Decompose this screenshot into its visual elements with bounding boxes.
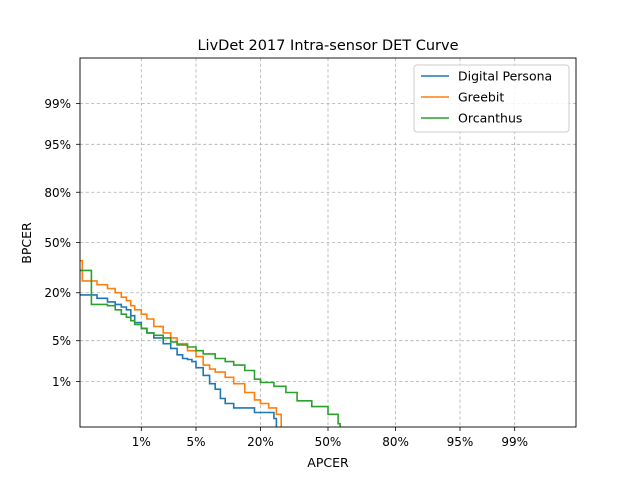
y-axis-label: BPCER	[19, 222, 34, 264]
legend-label-orcanthus: Orcanthus	[458, 111, 522, 126]
x-tick-label: 80%	[382, 435, 409, 449]
x-tick-label: 5%	[186, 435, 205, 449]
x-tick-label: 1%	[132, 435, 151, 449]
y-tick-label: 80%	[44, 186, 71, 200]
legend-box	[413, 64, 570, 133]
x-tick-label: 50%	[315, 435, 342, 449]
x-tick-label: 99%	[501, 435, 528, 449]
y-tick-label: 99%	[44, 97, 71, 111]
legend: Digital Persona Greebit Orcanthus	[413, 64, 570, 133]
x-tick-labels: 1% 5% 20% 50% 80% 95% 99%	[132, 427, 528, 449]
y-tick-labels: 1% 5% 20% 50% 80% 95% 99%	[44, 97, 80, 389]
y-tick-label: 20%	[44, 286, 71, 300]
y-tick-label: 50%	[44, 236, 71, 250]
legend-label-digital-persona: Digital Persona	[458, 69, 552, 84]
x-axis-label: APCER	[307, 455, 349, 470]
series-layer	[80, 259, 341, 427]
y-tick-label: 95%	[44, 138, 71, 152]
grid	[80, 58, 576, 427]
series-line-orcanthus	[80, 269, 341, 427]
x-tick-label: 95%	[447, 435, 474, 449]
y-tick-label: 5%	[52, 334, 71, 348]
x-tick-label: 20%	[247, 435, 274, 449]
legend-label-greebit: Greebit	[458, 90, 504, 105]
y-tick-label: 1%	[52, 375, 71, 389]
chart-title: LivDet 2017 Intra-sensor DET Curve	[197, 38, 458, 54]
series-line-greebit	[80, 259, 282, 427]
series-line-digital-persona	[80, 294, 278, 427]
